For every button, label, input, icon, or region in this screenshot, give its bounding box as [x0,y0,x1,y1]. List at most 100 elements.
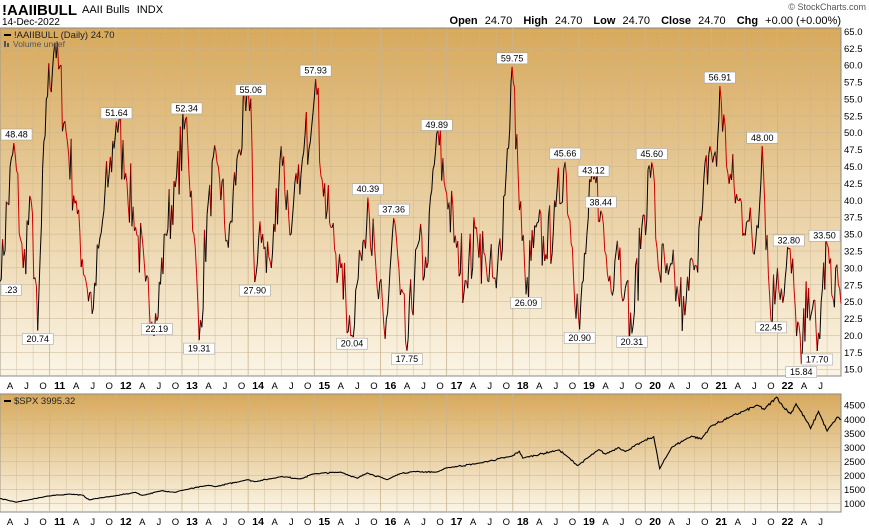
sentiment-segment [206,200,209,215]
x-tick-label-8: A [139,517,146,528]
sentiment-segment [739,198,742,204]
sentiment-segment [71,195,75,211]
sentiment-segment [2,239,5,256]
y-tick-label-19: 62.5 [844,44,863,55]
sentiment-segment [278,160,281,188]
x-tick-label-47: 22 [782,380,794,392]
sentiment-segment [210,161,213,217]
sentiment-segment [470,267,474,279]
sentiment-segment [256,237,260,263]
annotation-box [577,164,610,177]
annotation-box [510,297,542,309]
sentiment-segment [530,230,533,261]
sentiment-segment [814,300,817,329]
annotation-box [801,353,833,366]
x-tick-label-9: J [157,381,162,392]
annotation-box [808,229,841,242]
sentiment-segment [433,151,436,166]
annotation-label-10: 20.04 [341,339,364,349]
y-tick-label-10: 40.0 [844,196,863,207]
y-tick-label-12: 45.0 [844,162,863,173]
sentiment-segment [685,276,688,301]
sentiment-segment [749,207,753,231]
sentiment-segment [472,217,475,268]
sentiment-segment [268,256,271,262]
open-label: Open [450,15,478,27]
sentiment-segment [262,234,265,250]
sentiment-segment [188,173,191,198]
x-tick-label-46: O [767,517,774,528]
x-tick-label-15: 14 [252,380,264,392]
sentiment-segment [539,209,542,215]
legend-series-label: !AAIIBULL (Daily) 24.70 [14,30,115,41]
sentiment-segment [560,201,563,204]
x-tick-label-28: A [470,517,477,528]
sentiment-segment [114,121,117,137]
sentiment-segment [111,140,114,173]
sentiment-segment [299,173,302,195]
sentiment-segment [198,320,201,341]
x-tick-label-41: J [686,517,691,528]
sentiment-segment [43,136,46,142]
sentiment-segment [718,86,721,121]
sentiment-segment [196,272,199,303]
sentiment-segment [29,195,32,201]
symbol-name: AAII Bulls INDX [82,4,164,16]
annotation-label-15: 59.75 [501,53,524,63]
sentiment-segment [646,169,649,220]
sentiment-segment [20,239,23,244]
sentiment-segment [407,300,410,339]
sentiment-segment [231,191,234,223]
sentiment-segment [633,265,637,313]
sentiment-segment [224,224,227,242]
sentiment-segment [755,224,758,243]
annotation-box [785,366,818,378]
sentiment-segment [602,224,606,252]
x-tick-label-20: A [338,517,345,528]
annotation-box [746,132,779,144]
sentiment-segment [423,256,427,277]
sentiment-segment [91,308,94,314]
sentiment-segment [312,97,315,113]
x-tick-label-3: 11 [54,380,65,392]
sentiment-segment [298,164,301,195]
sentiment-segment [571,247,575,278]
y-tick-label-3: 22.5 [844,314,863,325]
x-tick-label-10: O [172,381,179,392]
x-tick-label-31: 18 [517,516,529,528]
sentiment-segment [335,253,338,283]
close-value: 24.70 [698,15,726,27]
y-tick-label-15: 52.5 [844,111,863,122]
sentiment-segment [420,223,423,237]
x-tick-label-31: 18 [517,380,529,392]
x-tick-label-45: J [752,517,757,528]
open-value: 24.70 [485,15,513,27]
sentiment-segment [395,237,399,255]
sentiment-segment [10,154,14,159]
x-tick-label-35: 19 [583,380,595,392]
sentiment-segment [193,234,196,247]
sentiment-segment [384,319,387,339]
sentiment-segment [0,239,4,280]
sentiment-segment [431,169,434,191]
sentiment-segment [767,275,771,296]
sentiment-segment [235,158,238,186]
annotation-box [755,321,787,334]
x-tick-label-22: O [370,381,377,392]
x-tick-label-26: O [436,381,443,392]
sentiment-segment [319,161,322,176]
x-tick-label-11: 13 [186,380,198,392]
sentiment-segment [490,244,494,278]
sentiment-segment [475,227,479,242]
sentiment-segment [390,233,393,253]
x-tick-label-38: O [635,517,642,528]
spx-panel-background [0,393,842,513]
sentiment-segment [555,188,558,208]
sentiment-segment [511,66,514,83]
sentiment-segment [78,209,81,233]
annotation-label-6: 19.31 [188,344,211,354]
sentiment-segment [540,214,543,266]
sentiment-segment [293,182,296,202]
sentiment-segment [650,162,653,178]
sentiment-segment [753,241,757,255]
